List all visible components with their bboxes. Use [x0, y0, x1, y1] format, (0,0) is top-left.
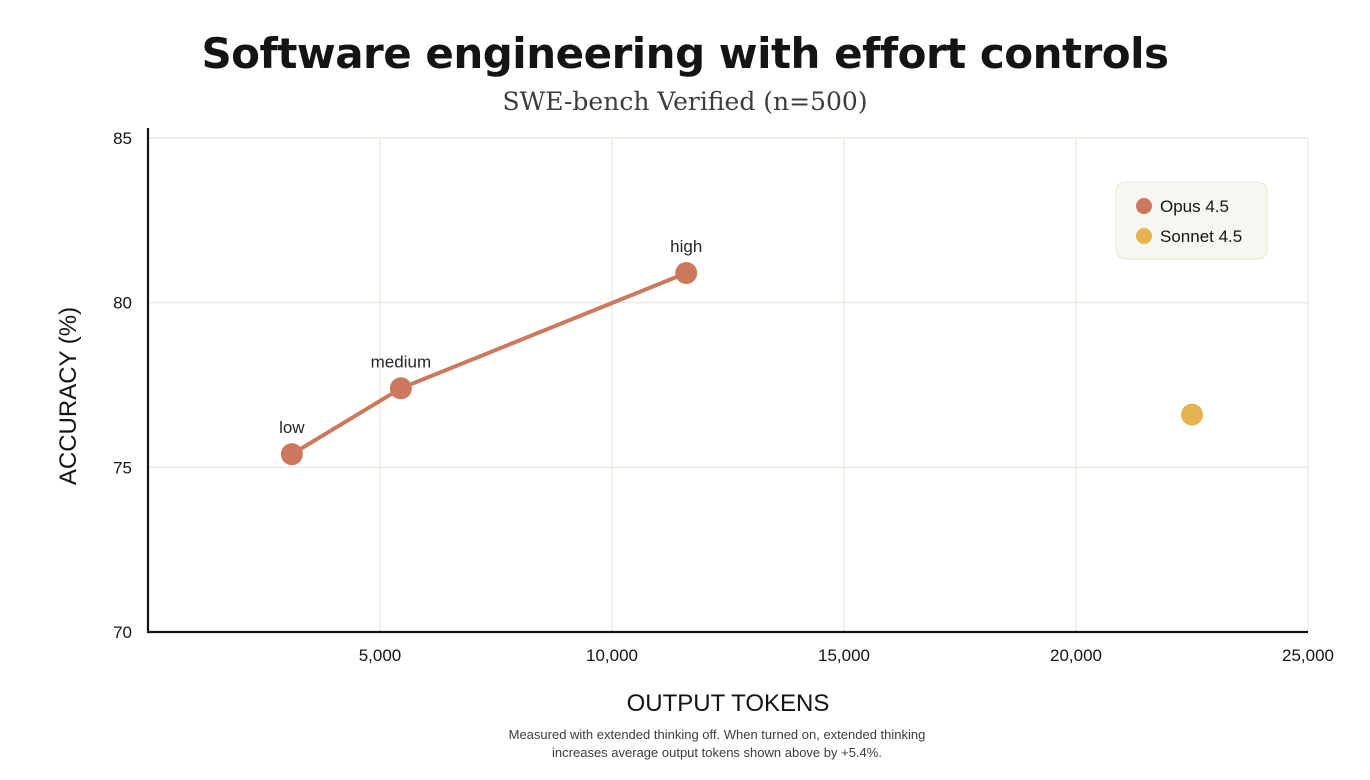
y-tick-label: 85	[113, 129, 132, 148]
x-tick-label: 10,000	[586, 646, 638, 665]
x-axis-title: OUTPUT TOKENS	[627, 690, 830, 717]
data-point-opus-4-5-high	[675, 262, 698, 285]
data-point-opus-4-5-low	[280, 443, 303, 466]
x-tick-label: 25,000	[1282, 646, 1334, 665]
chart-title: Software engineering with effort control…	[201, 29, 1168, 78]
tick-labels: 5,000 10,000 15,000 20,000 25,000 70 75 80 85	[113, 129, 1334, 665]
legend-box	[1115, 181, 1268, 260]
x-tick-label: 5,000	[359, 646, 402, 665]
legend-label-sonnet: Sonnet 4.5	[1160, 227, 1242, 246]
data-point-sonnet-4-5-0	[1181, 403, 1203, 426]
chart-subtitle: SWE-bench Verified (n=500)	[502, 87, 867, 116]
point-label-high: high	[670, 237, 702, 256]
footnote-line-2: increases average output tokens shown ab…	[552, 745, 882, 760]
y-tick-label: 75	[113, 458, 132, 477]
y-tick-label: 70	[113, 623, 132, 642]
y-axis-title: ACCURACY (%)	[55, 307, 82, 485]
axes	[146, 128, 1308, 634]
legend: Opus 4.5 Sonnet 4.5	[1115, 181, 1268, 260]
series-line-opus-4-5	[289, 271, 689, 457]
legend-label-opus: Opus 4.5	[1160, 197, 1229, 216]
y-tick-label: 80	[113, 294, 132, 313]
footnote-line-1: Measured with extended thinking off. Whe…	[509, 727, 926, 742]
legend-swatch-opus	[1136, 198, 1152, 214]
series	[280, 262, 1203, 466]
legend-swatch-sonnet	[1136, 228, 1152, 244]
x-tick-label: 20,000	[1050, 646, 1102, 665]
x-tick-label: 15,000	[818, 646, 870, 665]
point-label-medium: medium	[371, 352, 431, 371]
point-labels: low medium high	[279, 237, 702, 437]
point-label-low: low	[279, 418, 305, 437]
data-point-opus-4-5-medium	[389, 377, 412, 400]
grid	[148, 137, 1309, 632]
